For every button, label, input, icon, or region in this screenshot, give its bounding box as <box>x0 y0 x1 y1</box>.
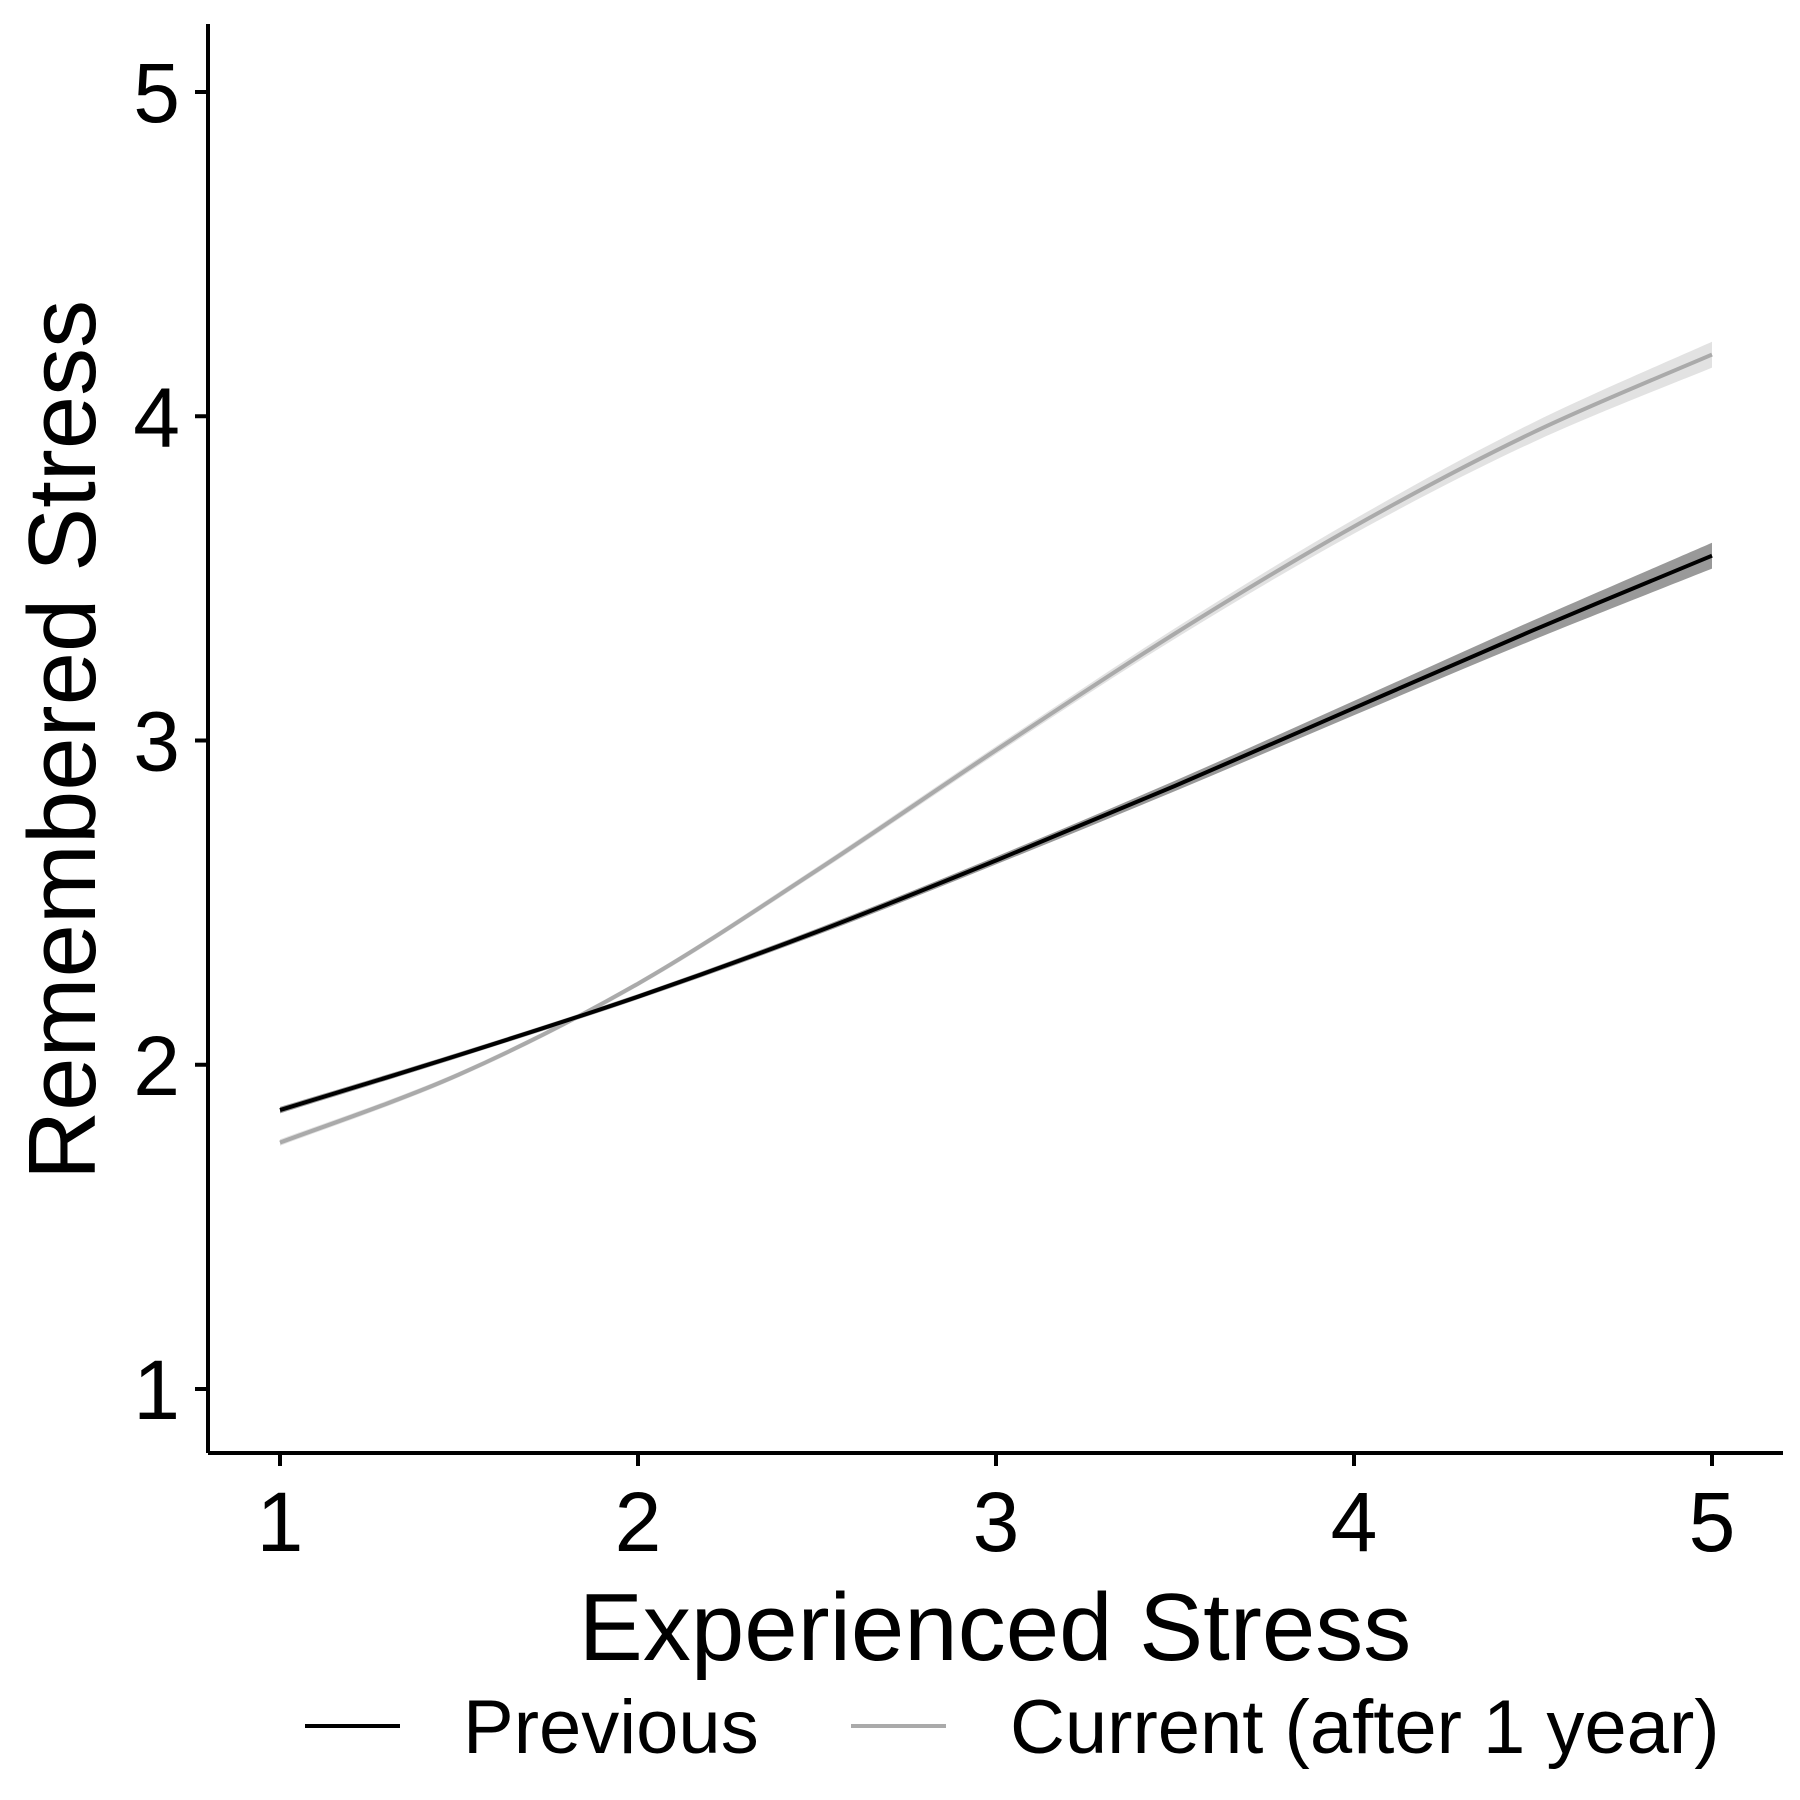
y-axis-title: Remembered Stress <box>9 300 116 1180</box>
x-axis-title: Experienced Stress <box>579 1574 1411 1681</box>
x-tick-label: 1 <box>257 1475 304 1569</box>
y-tick-label: 3 <box>133 695 180 789</box>
ci-band-previous <box>280 542 1712 1114</box>
series-line-previous <box>279 553 1713 1113</box>
x-tick-label: 5 <box>1689 1475 1736 1569</box>
legend-label: Current (after 1 year) <box>1010 1685 1720 1770</box>
y-tick-label: 1 <box>133 1343 180 1437</box>
y-tick-label: 4 <box>133 370 180 464</box>
series-lines <box>279 352 1713 1145</box>
x-tick-label: 3 <box>973 1475 1020 1569</box>
legend: Previous Current (after 1 year) <box>305 1685 1720 1770</box>
y-tick-label: 5 <box>133 46 180 140</box>
confidence-bands <box>280 341 1712 1146</box>
legend-item-previous: Previous <box>305 1685 759 1770</box>
x-ticks: 1 2 3 4 5 <box>257 1453 1736 1569</box>
ci-band-current <box>280 341 1712 1146</box>
y-tick-label: 2 <box>133 1019 180 1113</box>
axes <box>206 24 1783 1455</box>
x-tick-label: 4 <box>1331 1475 1378 1569</box>
y-ticks: 1 2 3 4 5 <box>133 46 208 1437</box>
legend-label: Previous <box>463 1685 759 1770</box>
legend-item-current: Current (after 1 year) <box>851 1685 1720 1770</box>
series-line-current <box>279 352 1713 1145</box>
x-tick-label: 2 <box>615 1475 662 1569</box>
